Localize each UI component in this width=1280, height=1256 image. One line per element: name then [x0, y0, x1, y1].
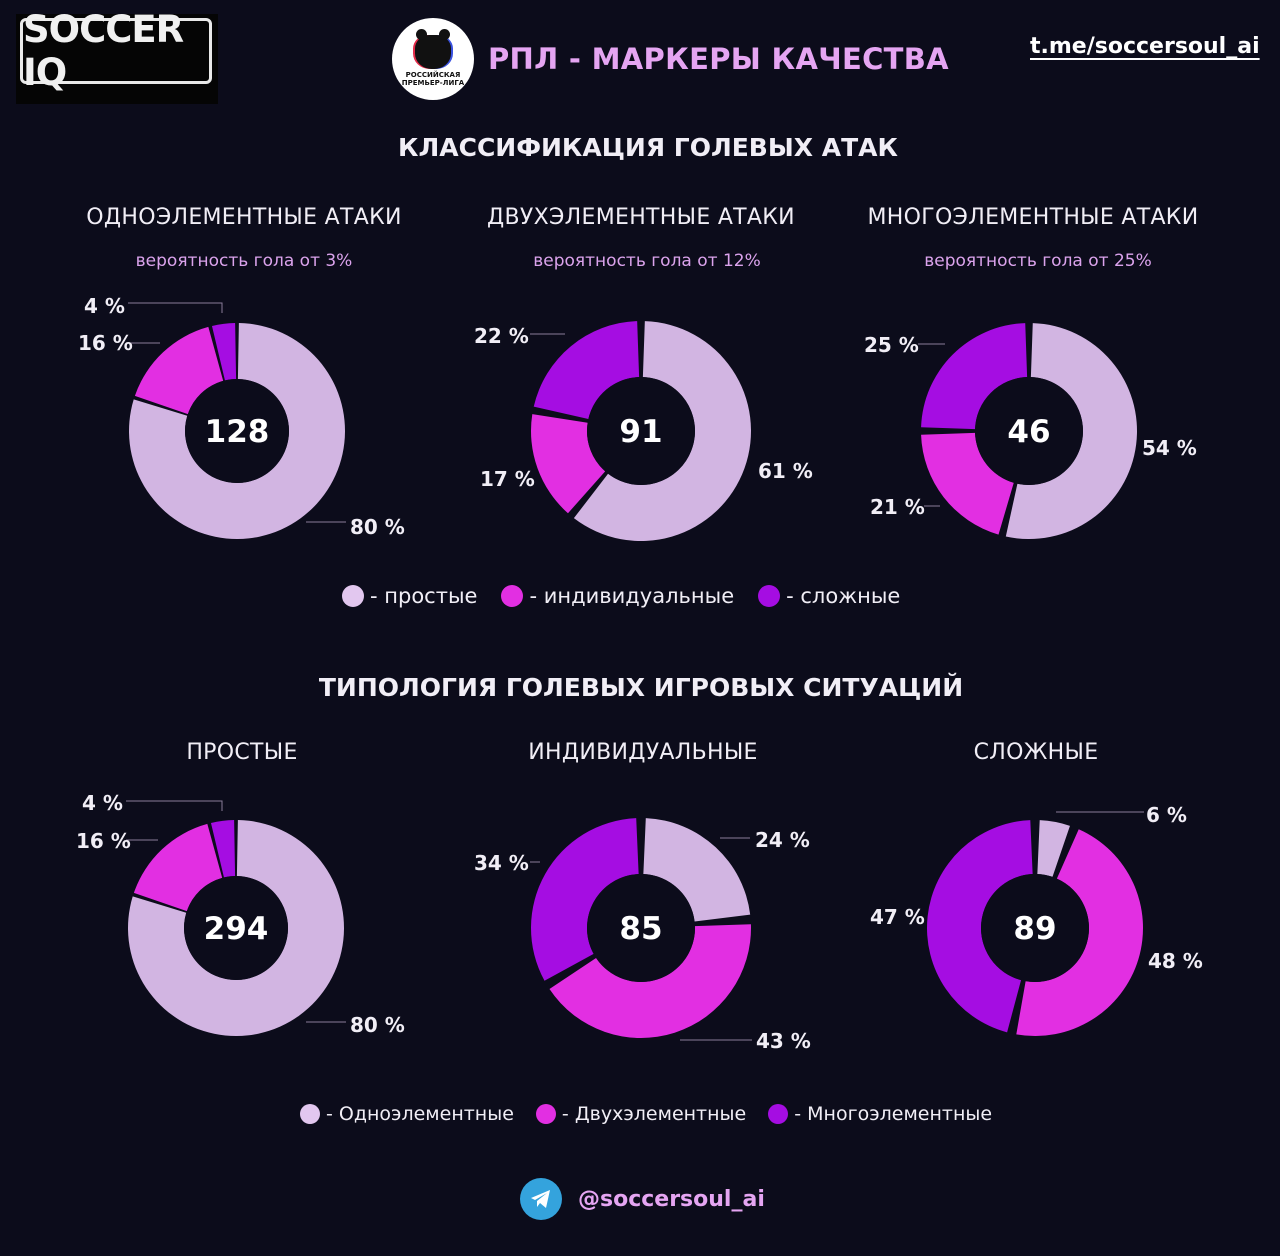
donut-3-total: 294: [204, 911, 269, 947]
donut-0-label-complex: 4 %: [84, 294, 125, 318]
legend-label-complex: - сложные: [786, 584, 901, 608]
donut-0-label-individual: 16 %: [78, 331, 133, 355]
soccer-iq-logo: SOCCER IQ: [16, 8, 218, 104]
donut-0-hole: [185, 379, 289, 483]
donut-3-leader-complex: [126, 800, 223, 811]
donut-3-slice-individual: [133, 823, 223, 912]
legend-label-multi-element: - Многоэлементные: [794, 1103, 993, 1125]
chart-title-simple: ПРОСТЫЕ: [186, 740, 298, 765]
donut-4-slice-simple: [643, 818, 751, 922]
chart-title-two-element: ДВУХЭЛЕМЕНТНЫЕ АТАКИ: [487, 205, 795, 230]
donut-5-slice-individual: [1016, 829, 1144, 1036]
donut-5-total: 89: [1013, 911, 1056, 947]
donut-5-label-complex: 47 %: [870, 905, 925, 929]
legend-dot-two-element: [535, 1104, 556, 1124]
donut-1-label-individual: 17 %: [480, 467, 535, 491]
donut-3-hole: [184, 876, 288, 980]
donut-2-slice-simple: [1005, 323, 1138, 539]
donut-2-label-individual: 21 %: [870, 495, 925, 519]
legend-item-simple: - простые: [342, 584, 477, 608]
section-title-attack-classification: КЛАССИФИКАЦИЯ ГОЛЕВЫХ АТАК: [398, 133, 898, 162]
donut-0-slice-individual: [134, 326, 224, 415]
chart-title-one-element: ОДНОЭЛЕМЕНТНЫЕ АТАКИ: [86, 205, 402, 230]
donut-0-slice-simple: [128, 323, 346, 539]
donut-3-label-simple: 80 %: [350, 1013, 405, 1037]
donut-4-hole: [587, 874, 695, 982]
donut-4-total: 85: [619, 911, 662, 947]
donut-4-label-complex: 34 %: [474, 851, 529, 875]
legend-label-one-element: - Одноэлементные: [326, 1103, 514, 1125]
bear-icon: [415, 29, 451, 69]
legend-situation-typology: - Одноэлементные - Двухэлементные - Мног…: [300, 1103, 1016, 1125]
donut-0-slice-complex: [211, 323, 237, 381]
donut-5-slice-complex: [927, 820, 1033, 1033]
donut-4-label-individual: 43 %: [756, 1029, 811, 1053]
donut-3-label-complex: 4 %: [82, 791, 123, 815]
donut-1-hole: [587, 377, 695, 485]
donut-0-label-simple: 80 %: [350, 515, 405, 539]
legend-item-individual: - индивидуальные: [501, 584, 734, 608]
league-badge: РОССИЙСКАЯ ПРЕМЬЕР-ЛИГА: [392, 18, 474, 100]
donut-2-label-complex: 25 %: [864, 333, 919, 357]
donut-2-total: 46: [1007, 414, 1050, 450]
legend-dot-one-element: [300, 1104, 320, 1124]
donut-4-slice-individual: [549, 924, 751, 1038]
badge-text: РОССИЙСКАЯ ПРЕМЬЕР-ЛИГА: [401, 71, 465, 87]
donut-2-label-simple: 54 %: [1142, 436, 1197, 460]
chart-subtitle-multi-element: вероятность гола от 25%: [924, 251, 1152, 271]
donut-4-slice-complex: [531, 818, 639, 981]
footer-handle[interactable]: @soccersoul_ai: [578, 1186, 765, 1212]
telegram-icon[interactable]: [520, 1178, 562, 1220]
legend-item-two-element: - Двухэлементные: [535, 1103, 747, 1125]
donut-3-slice-complex: [210, 820, 236, 878]
telegram-link[interactable]: t.me/soccersoul_ai: [1030, 34, 1260, 59]
donut-5-hole: [981, 874, 1089, 982]
donut-5-slice-simple: [1037, 820, 1070, 877]
section-title-situation-typology: ТИПОЛОГИЯ ГОЛЕВЫХ ИГРОВЫХ СИТУАЦИЙ: [318, 673, 964, 702]
page-title: РПЛ - МАРКЕРЫ КАЧЕСТВА: [488, 42, 949, 76]
legend-label-two-element: - Двухэлементные: [561, 1103, 747, 1125]
donut-0-total: 128: [205, 414, 270, 450]
legend-dot-individual: [501, 585, 524, 607]
legend-dot-simple: [342, 585, 364, 607]
donut-1-total: 91: [619, 414, 662, 450]
donut-2-slice-complex: [921, 323, 1028, 430]
donut-0-leader-complex: [128, 302, 223, 313]
legend-label-simple: - простые: [370, 584, 478, 608]
donut-1-label-simple: 61 %: [758, 459, 813, 483]
legend-item-complex: - сложные: [758, 584, 900, 608]
donut-5-label-simple: 6 %: [1146, 803, 1187, 827]
legend-dot-complex: [758, 585, 781, 607]
chart-subtitle-one-element: вероятность гола от 3%: [135, 251, 353, 271]
chart-subtitle-two-element: вероятность гола от 12%: [533, 251, 761, 271]
legend-item-one-element: - Одноэлементные: [300, 1103, 514, 1125]
footer: @soccersoul_ai: [520, 1178, 765, 1220]
legend-label-individual: - индивидуальные: [529, 584, 735, 608]
chart-title-complex: СЛОЖНЫЕ: [973, 740, 1099, 765]
donut-1-label-complex: 22 %: [474, 324, 529, 348]
donut-1-slice-complex: [533, 321, 640, 420]
chart-title-multi-element: МНОГОЭЛЕМЕНТНЫЕ АТАКИ: [867, 205, 1199, 230]
donut-2-hole: [975, 377, 1083, 485]
legend-dot-multi-element: [768, 1104, 789, 1124]
donut-4-label-simple: 24 %: [755, 828, 810, 852]
legend-item-multi-element: - Многоэлементные: [768, 1103, 992, 1125]
donut-3-label-individual: 16 %: [76, 829, 131, 853]
donut-1-slice-individual: [531, 414, 606, 514]
chart-title-individual: ИНДИВИДУАЛЬНЫЕ: [528, 740, 758, 765]
donut-5-label-individual: 48 %: [1148, 949, 1203, 973]
donut-2-slice-individual: [921, 432, 1014, 535]
donut-1-slice-simple: [573, 321, 752, 542]
donut-3-slice-simple: [127, 820, 345, 1036]
legend-attack-classification: - простые - индивидуальные - сложные: [342, 584, 924, 608]
